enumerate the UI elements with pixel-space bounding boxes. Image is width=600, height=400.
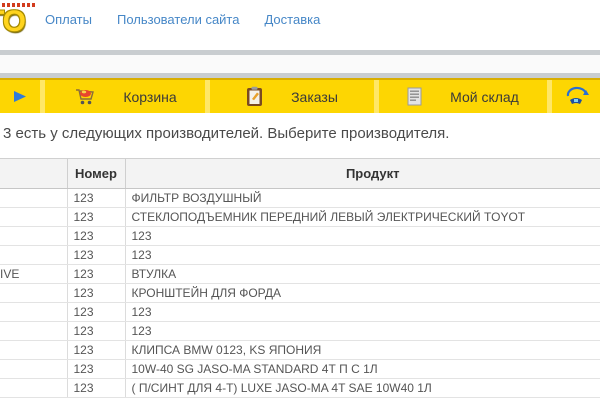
orders-button-label: Заказы <box>291 88 338 105</box>
number-cell: 123 <box>66 226 125 246</box>
manufacturer-cell: IVE <box>0 264 67 284</box>
nav-link-site-users[interactable]: Пользователи сайта <box>116 12 240 27</box>
manufacturers-table: Номер Продукт 123 ФИЛЬТР ВОЗДУШНЫЙ 123 СТЕК… <box>0 158 600 398</box>
toolbar-divider <box>547 80 552 113</box>
table-row[interactable]: 123 123 <box>0 245 600 265</box>
number-cell: 123 <box>66 188 125 208</box>
table-row[interactable]: IVE 123 ВТУЛКА <box>0 264 600 284</box>
table-header: Номер Продукт <box>0 158 600 189</box>
product-cell: 123 <box>124 245 600 265</box>
number-cell: 123 <box>66 245 125 265</box>
my-stock-button[interactable]: Мой склад <box>379 80 547 113</box>
play-button[interactable] <box>0 80 40 113</box>
table-row[interactable]: 123 123 <box>0 302 600 322</box>
toolbar-divider <box>374 80 379 113</box>
table-row[interactable]: 123 КЛИПСА BMW 0123, KS ЯПОНИЯ <box>0 340 600 360</box>
cart-icon <box>73 87 95 107</box>
nav-link-delivery[interactable]: Доставка <box>264 12 321 27</box>
table-row[interactable]: 123 10W-40 SG JASO-MA STANDARD 4Т П С 1Л <box>0 359 600 379</box>
top-header: ТО Оплаты Пользователи сайта Доставка <box>0 0 600 50</box>
manufacturer-cell <box>0 245 67 265</box>
toolbar-divider <box>205 80 210 113</box>
product-cell: 123 <box>124 226 600 246</box>
manufacturer-cell <box>0 207 67 227</box>
number-cell: 123 <box>66 207 125 227</box>
product-cell: ( П/СИНТ ДЛЯ 4-Т) LUXE JASO-MA 4T SAE 10… <box>124 378 600 398</box>
col-header-number: Номер <box>66 158 125 189</box>
number-cell: 123 <box>66 283 125 303</box>
manufacturer-cell <box>0 378 67 398</box>
cart-button[interactable]: Корзина <box>45 80 205 113</box>
phone-callback-icon <box>562 86 590 108</box>
table-row[interactable]: 123 123 <box>0 321 600 341</box>
table-body: 123 ФИЛЬТР ВОЗДУШНЫЙ 123 СТЕКЛОПОДЪЕМНИК ПЕ… <box>0 188 600 398</box>
stock-list-icon <box>407 87 422 106</box>
product-cell: СТЕКЛОПОДЪЕМНИК ПЕРЕДНИЙ ЛЕВЫЙ ЭЛЕКТРИЧЕ… <box>124 207 600 227</box>
content-area: 3 есть у следующих производителей. Выбер… <box>0 125 600 398</box>
product-cell: КРОНШТЕЙН ДЛЯ ФОРДА <box>124 283 600 303</box>
clipboard-icon <box>246 86 263 107</box>
top-nav: Оплаты Пользователи сайта Доставка <box>45 12 320 27</box>
orders-button[interactable]: Заказы <box>210 80 374 113</box>
manufacturer-cell <box>0 302 67 322</box>
site-logo[interactable]: ТО <box>0 1 46 45</box>
number-cell: 123 <box>66 359 125 379</box>
col-header-product: Продукт <box>124 158 600 189</box>
separator-bar-top <box>0 50 600 55</box>
product-cell: КЛИПСА BMW 0123, KS ЯПОНИЯ <box>124 340 600 360</box>
manufacturer-cell <box>0 321 67 341</box>
manufacturer-cell <box>0 226 67 246</box>
main-toolbar: Корзина Заказы Мой склад <box>0 78 600 113</box>
number-cell: 123 <box>66 321 125 341</box>
number-cell: 123 <box>66 302 125 322</box>
col-header-manufacturer <box>0 158 67 189</box>
table-row[interactable]: 123 ФИЛЬТР ВОЗДУШНЫЙ <box>0 188 600 208</box>
product-cell: 123 <box>124 302 600 322</box>
cart-button-label: Корзина <box>123 88 177 105</box>
table-row[interactable]: 123 123 <box>0 226 600 246</box>
number-cell: 123 <box>66 378 125 398</box>
table-row[interactable]: 123 КРОНШТЕЙН ДЛЯ ФОРДА <box>0 283 600 303</box>
number-cell: 123 <box>66 340 125 360</box>
phone-callback-button[interactable] <box>552 80 600 113</box>
toolbar-divider <box>40 80 45 113</box>
manufacturer-cell <box>0 283 67 303</box>
manufacturer-cell <box>0 340 67 360</box>
product-cell: ФИЛЬТР ВОЗДУШНЫЙ <box>124 188 600 208</box>
separator-bar-bottom <box>0 73 600 78</box>
manufacturer-cell <box>0 188 67 208</box>
page-headline: 3 есть у следующих производителей. Выбер… <box>3 125 450 142</box>
logo-tagline <box>2 3 36 7</box>
manufacturer-cell <box>0 359 67 379</box>
table-row[interactable]: 123 СТЕКЛОПОДЪЕМНИК ПЕРЕДНИЙ ЛЕВЫЙ ЭЛЕКТР… <box>0 207 600 227</box>
number-cell: 123 <box>66 264 125 284</box>
product-cell: 123 <box>124 321 600 341</box>
product-cell: ВТУЛКА <box>124 264 600 284</box>
play-icon <box>13 90 27 103</box>
my-stock-button-label: Мой склад <box>450 88 519 105</box>
product-cell: 10W-40 SG JASO-MA STANDARD 4Т П С 1Л <box>124 359 600 379</box>
table-row[interactable]: 123( П/СИНТ ДЛЯ 4-Т) LUXE JASO-MA 4T SAE… <box>0 378 600 398</box>
nav-link-payments[interactable]: Оплаты <box>45 12 92 27</box>
logo-text: ТО <box>0 5 26 38</box>
separator-band <box>0 55 600 73</box>
